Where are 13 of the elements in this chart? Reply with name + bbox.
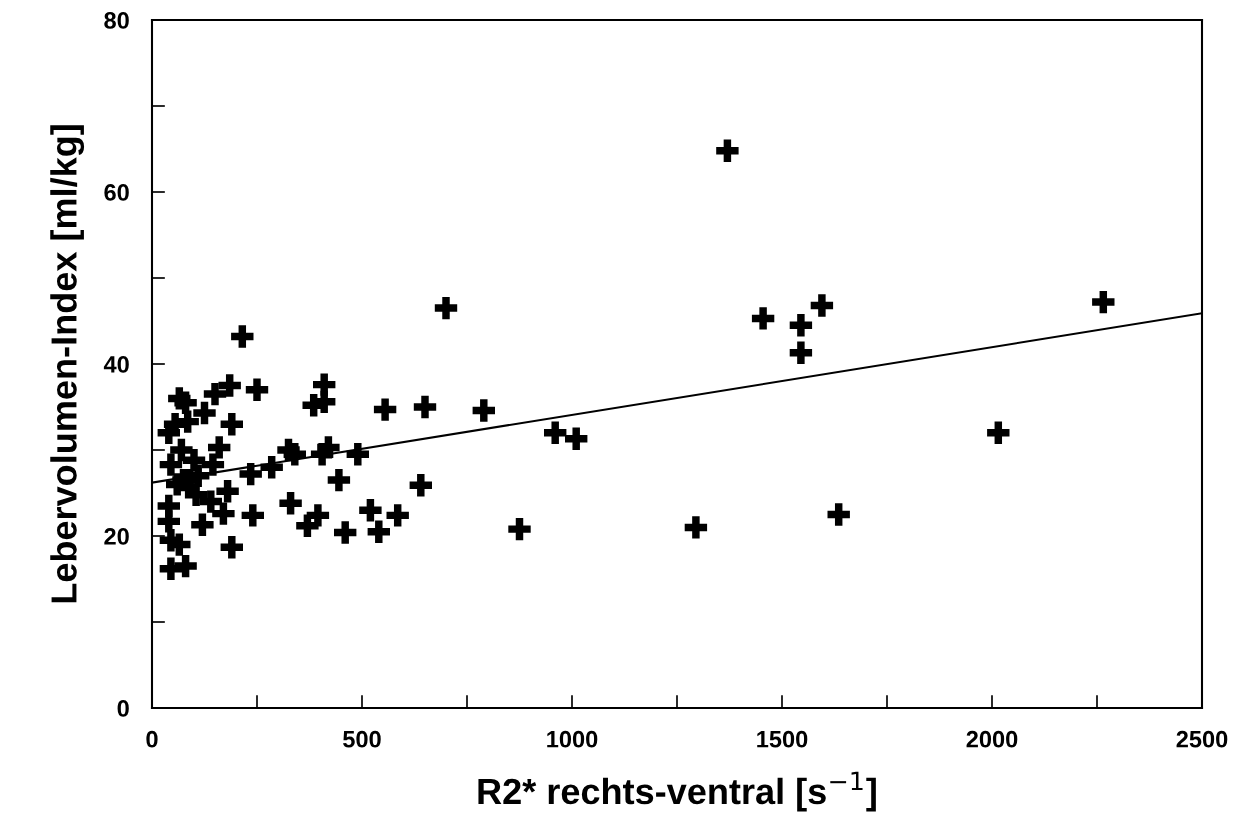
x-axis-title: R2* rechts-ventral [s$^{−1}$] [478,771,876,812]
x-tick-label: 0 [146,730,158,748]
y-tick-label: 80 [104,12,129,29]
x-tick-label: 500 [343,730,381,748]
x-tick-label: 1000 [547,730,598,748]
y-axis-title: Lebervolumen-Index [ml/kg] [50,125,85,603]
x-tick-label: 1500 [757,730,808,748]
y-tick-label: 60 [104,184,129,201]
y-tick-label: 0 [117,700,129,717]
y-tick-label: 40 [103,356,129,373]
y-tick-label: 20 [104,528,129,545]
x-tick-label: 2500 [1176,730,1228,748]
x-tick-label: 2000 [966,730,1018,748]
